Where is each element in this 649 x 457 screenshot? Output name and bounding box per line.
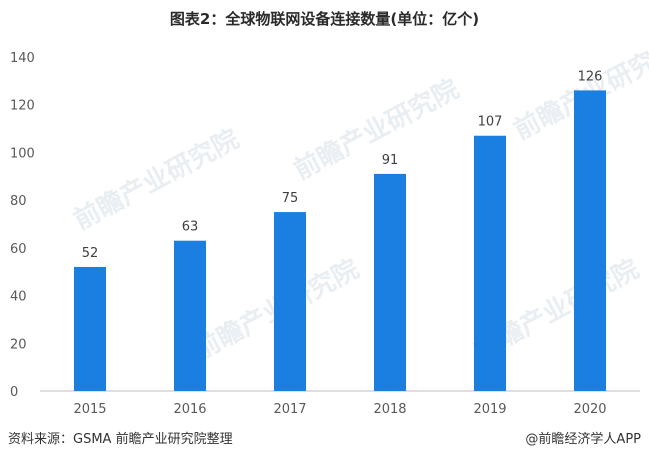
x-tick-label: 2017 xyxy=(273,402,306,417)
x-tick-label: 2016 xyxy=(173,402,206,417)
bar xyxy=(474,135,506,391)
data-label: 75 xyxy=(282,191,299,206)
x-tick-label: 2018 xyxy=(373,402,406,417)
data-label: 91 xyxy=(382,153,399,168)
y-tick-label: 0 xyxy=(10,385,18,400)
data-label: 126 xyxy=(578,69,603,84)
bar xyxy=(574,90,606,392)
y-tick-label: 80 xyxy=(10,194,27,209)
data-label: 107 xyxy=(478,115,503,130)
source-note: 资料来源：GSMA 前瞻产业研究院整理 xyxy=(8,432,233,447)
y-tick-label: 120 xyxy=(10,99,35,114)
y-tick-label: 40 xyxy=(10,290,27,305)
credit-note: @前瞻经济学人APP xyxy=(525,432,641,447)
bar xyxy=(174,240,206,391)
y-tick-label: 20 xyxy=(10,337,27,352)
x-tick-label: 2015 xyxy=(73,402,106,417)
data-label: 52 xyxy=(82,246,99,261)
watermark-text: 前瞻产业研究院 xyxy=(69,123,244,236)
data-label: 63 xyxy=(182,220,199,235)
x-tick-label: 2020 xyxy=(573,402,606,417)
chart-title: 图表2：全球物联网设备连接数量(单位：亿个) xyxy=(169,10,480,28)
y-tick-label: 140 xyxy=(10,51,35,66)
watermark-text: 前瞻产业研究院 xyxy=(289,73,464,186)
y-tick-label: 60 xyxy=(10,242,27,257)
x-tick-label: 2019 xyxy=(473,402,506,417)
bar xyxy=(74,266,106,391)
bar xyxy=(374,173,406,391)
y-tick-label: 100 xyxy=(10,146,35,161)
bar xyxy=(274,212,306,391)
